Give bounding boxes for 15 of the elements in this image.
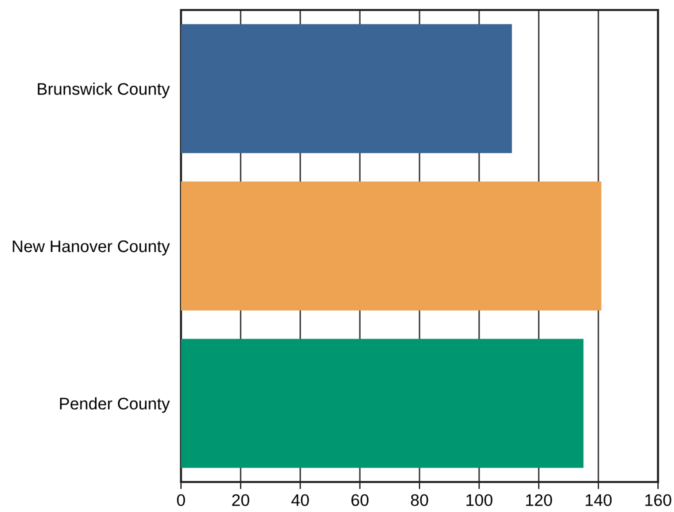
y-tick-label: Brunswick County <box>38 82 170 98</box>
bar <box>181 338 584 468</box>
x-tick-label: 40 <box>291 494 309 506</box>
x-tick-label: 20 <box>232 494 250 506</box>
x-tick-label: 120 <box>526 494 552 506</box>
y-tick-label: Pender County <box>60 397 170 413</box>
x-tick-label: 100 <box>466 494 492 506</box>
bar <box>181 24 512 154</box>
x-tick-label: 60 <box>351 494 368 506</box>
x-tick-label: 80 <box>410 494 428 506</box>
x-tick-label: 160 <box>645 494 672 506</box>
x-tick-label: 0 <box>177 494 185 506</box>
x-tick-label: 140 <box>586 494 612 506</box>
bar <box>181 181 602 311</box>
y-tick-label: New Hanover County <box>12 240 170 256</box>
